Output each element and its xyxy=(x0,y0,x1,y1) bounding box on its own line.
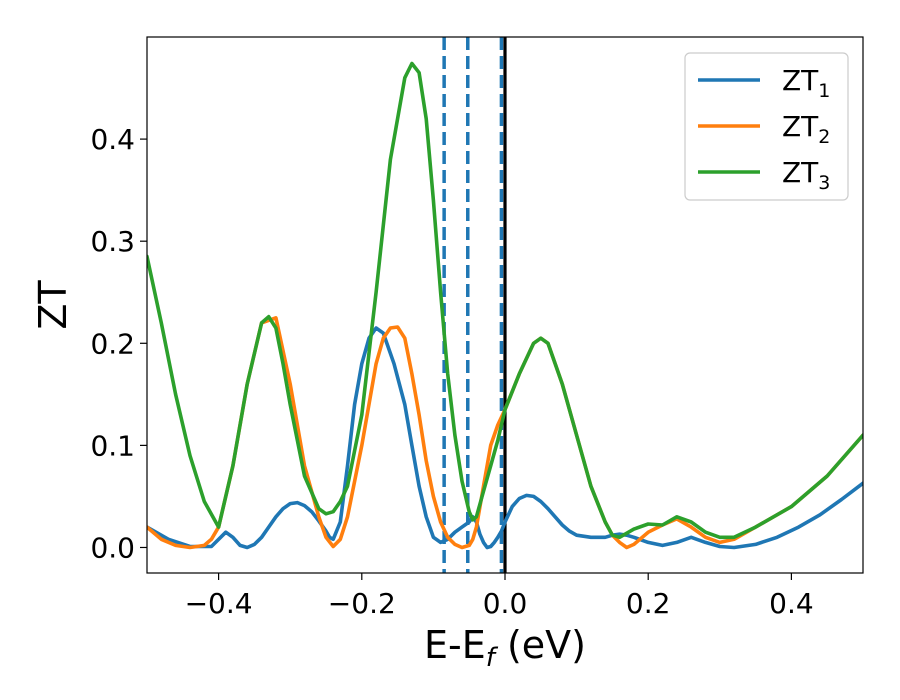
x-axis-label: E-Ef (eV) xyxy=(424,623,586,673)
legend-label-zt1: ZT1 xyxy=(782,64,830,102)
legend-label-zt3: ZT3 xyxy=(782,156,830,194)
legend: ZT1 ZT2 ZT3 xyxy=(684,52,849,201)
series-layer xyxy=(147,61,863,550)
x-tick-label: 0.2 xyxy=(626,587,671,620)
y-axis-label: ZT xyxy=(31,280,75,330)
y-tick-label: 0.0 xyxy=(90,531,135,564)
y-axis: 0.0 0.1 0.2 0.3 0.4 xyxy=(90,123,147,564)
y-tick-label: 0.4 xyxy=(90,123,135,156)
y-tick-label: 0.3 xyxy=(90,225,135,258)
series-line-zt2 xyxy=(147,315,863,550)
x-tick-label: −0.2 xyxy=(328,587,396,620)
y-tick-label: 0.2 xyxy=(90,327,135,360)
legend-box xyxy=(684,52,849,201)
reference-lines xyxy=(442,37,507,573)
x-tick-label: −0.4 xyxy=(185,587,253,620)
x-tick-label: 0.4 xyxy=(769,587,814,620)
legend-label-zt2: ZT2 xyxy=(782,110,830,148)
x-axis: −0.4 −0.2 0.0 0.2 0.4 xyxy=(185,573,814,620)
y-tick-label: 0.1 xyxy=(90,429,135,462)
x-axis-label-unit: (eV) xyxy=(495,623,586,667)
series-line-zt3 xyxy=(147,61,863,540)
x-tick-label: 0.0 xyxy=(483,587,528,620)
